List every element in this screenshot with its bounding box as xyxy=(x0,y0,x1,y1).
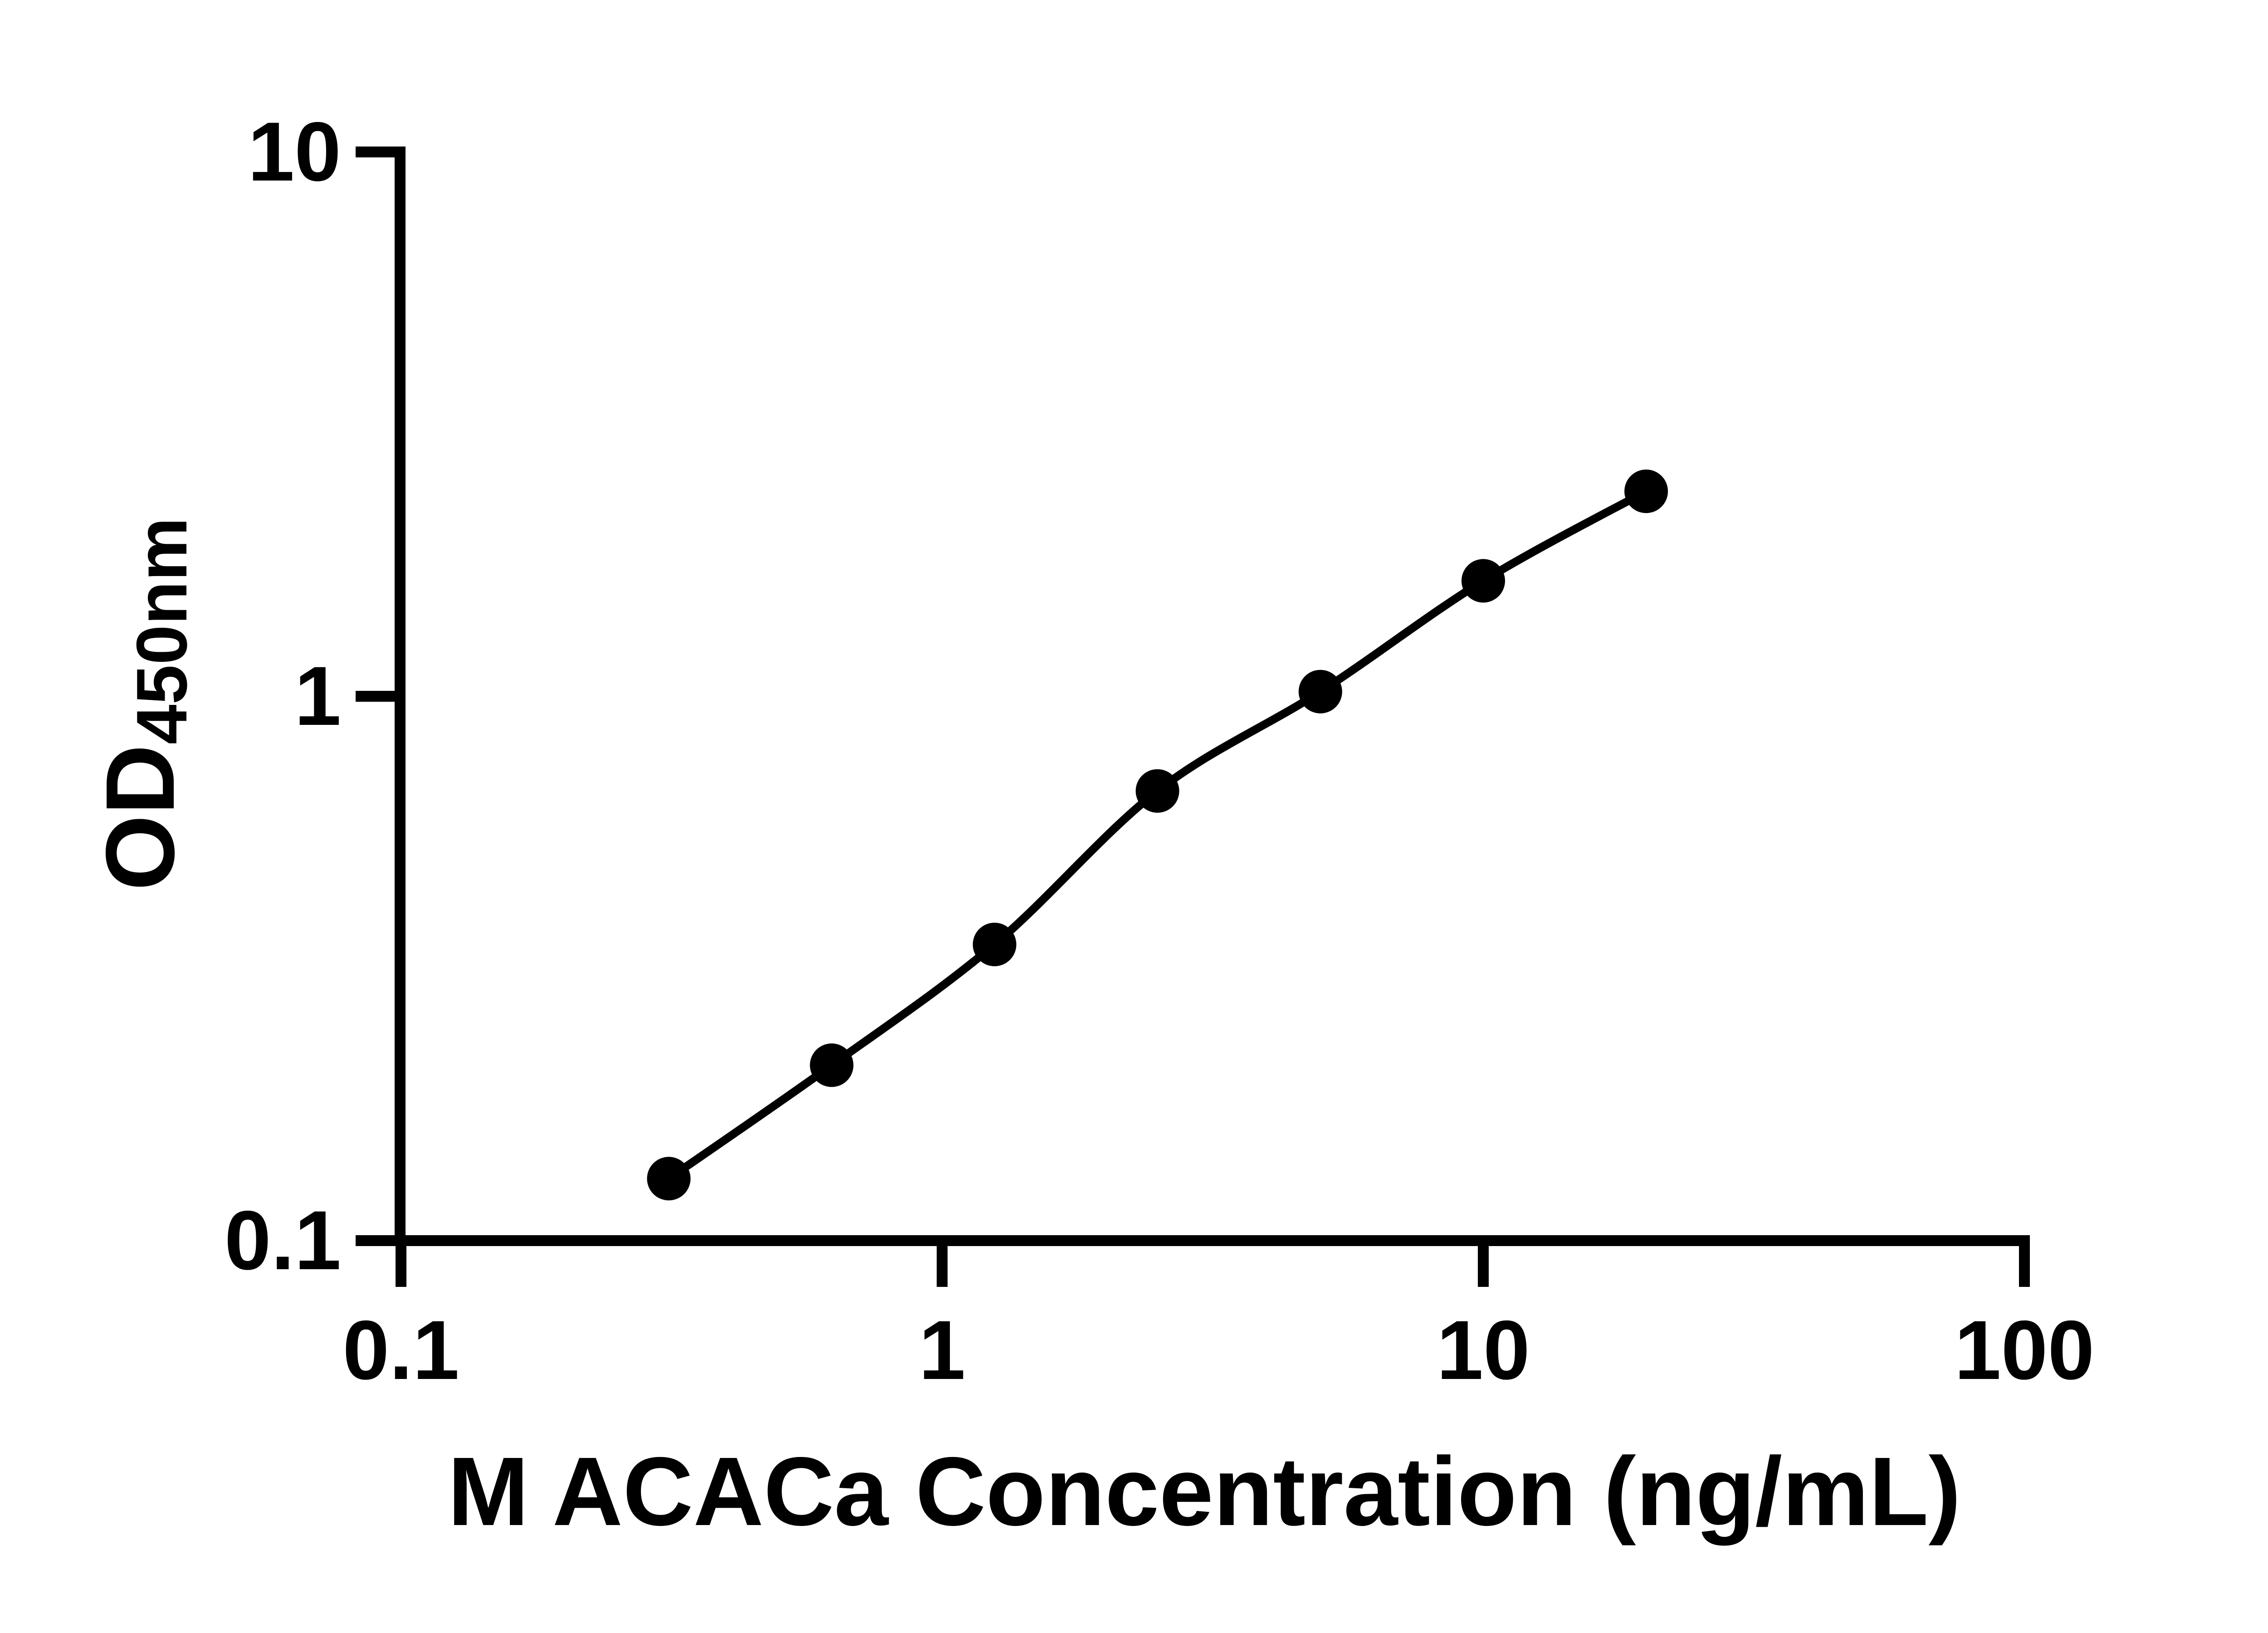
y-tick-labels: 0.1 1 10 xyxy=(225,105,341,1287)
standard-curve-point-5 xyxy=(1461,559,1505,603)
standard-curve-point-0 xyxy=(647,1157,691,1201)
standard-curve-point-2 xyxy=(973,923,1017,967)
y-axis-title-sub: 450nm xyxy=(122,517,202,744)
standard-curve-point-3 xyxy=(1135,769,1179,813)
tick-marks xyxy=(356,147,2030,1287)
y-tick-label-1: 1 xyxy=(294,650,341,743)
x-tick-label-0-1: 0.1 xyxy=(342,1304,459,1397)
x-axis-title: M ACACa Concentration (ng/mL) xyxy=(448,1437,1961,1546)
x-tick-label-1: 1 xyxy=(919,1304,966,1397)
standard-curve-point-1 xyxy=(810,1043,854,1087)
y-tick-label-10: 10 xyxy=(248,105,341,199)
standard-curve-series xyxy=(647,469,1668,1201)
x-tick-label-100: 100 xyxy=(1955,1304,2095,1397)
axes xyxy=(395,147,2030,1246)
standard-curve-point-4 xyxy=(1298,670,1342,714)
standard-curve-point-6 xyxy=(1624,469,1668,513)
y-axis-title: OD450nm xyxy=(85,517,202,890)
y-axis-title-main: OD xyxy=(85,744,195,891)
x-tick-labels: 0.1 1 10 100 xyxy=(342,1304,2094,1397)
x-tick-label-10: 10 xyxy=(1437,1304,1530,1397)
y-tick-label-0-1: 0.1 xyxy=(225,1194,341,1287)
